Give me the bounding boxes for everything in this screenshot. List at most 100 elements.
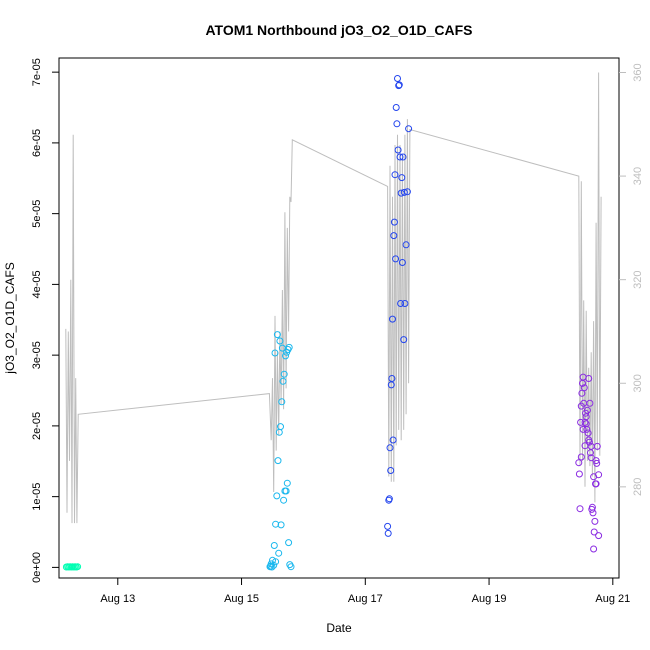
data-point-series4 xyxy=(592,480,600,488)
y-axis-right: 280 300 320 340 360 xyxy=(619,63,644,496)
data-point-series2 xyxy=(285,343,293,351)
data-point-series2 xyxy=(272,558,280,566)
data-point-series4 xyxy=(590,545,598,553)
data-point-series2 xyxy=(280,496,288,504)
x-tick-label: Aug 21 xyxy=(595,593,630,605)
data-point-series2 xyxy=(277,423,284,431)
data-point-series4 xyxy=(593,442,601,450)
data-point-series4 xyxy=(593,459,601,467)
y-right-tick-label: 280 xyxy=(632,478,644,496)
y-right-tick-label: 360 xyxy=(632,63,644,81)
y-tick-label: 7e-05 xyxy=(31,58,43,86)
data-point-series3 xyxy=(401,300,409,307)
y-tick-label: 0e+00 xyxy=(31,552,43,583)
y-tick-label: 1e-05 xyxy=(31,483,43,511)
data-point-series2 xyxy=(270,561,278,569)
plot-area-frame xyxy=(58,57,620,579)
secondary-series-line xyxy=(65,72,602,524)
data-point-series3 xyxy=(400,188,408,196)
data-point-series2 xyxy=(283,479,291,487)
data-point-series2 xyxy=(287,563,295,571)
y-tick-label: 5e-05 xyxy=(31,200,43,228)
data-point-series4 xyxy=(577,453,585,461)
data-point-series3 xyxy=(405,125,413,133)
data-point-series2 xyxy=(278,398,286,406)
data-point-series3 xyxy=(399,153,407,161)
data-point-series4 xyxy=(584,429,592,437)
grey-line-layer xyxy=(65,72,602,524)
y-axis-left: 0e+00 1e-05 2e-05 3e-05 4e-05 5e-05 6e-05 7e-05 xyxy=(31,58,59,583)
data-point-series3 xyxy=(396,153,404,161)
data-point-series4 xyxy=(589,509,597,517)
data-point-series3 xyxy=(392,104,400,111)
x-tick-label: Aug 19 xyxy=(472,593,507,605)
data-point-series3 xyxy=(389,315,396,323)
data-point-series4 xyxy=(591,517,599,525)
data-point-series3 xyxy=(394,75,401,82)
data-point-series3 xyxy=(392,255,400,263)
data-point-series2 xyxy=(282,352,289,360)
data-point-series2 xyxy=(273,331,281,339)
data-point-series4 xyxy=(578,389,586,397)
data-point-series3 xyxy=(395,82,403,90)
y-axis-label: jO3_O2_O1D_CAFS xyxy=(3,262,17,374)
data-point-series4 xyxy=(590,473,598,481)
data-point-series2 xyxy=(279,377,287,385)
data-point-series4 xyxy=(579,373,587,381)
data-point-series2 xyxy=(268,563,276,571)
data-point-series2 xyxy=(267,562,275,570)
data-point-series3 xyxy=(394,146,402,154)
y-tick-label: 6e-05 xyxy=(31,129,43,157)
data-point-series4 xyxy=(582,413,590,421)
y-tick-label: 3e-05 xyxy=(31,341,43,369)
x-tick-label: Aug 15 xyxy=(224,593,259,605)
data-point-series3 xyxy=(388,375,396,382)
data-point-series2 xyxy=(285,539,293,547)
data-point-series3 xyxy=(390,232,398,240)
data-point-series4 xyxy=(575,470,583,478)
data-point-series2 xyxy=(277,521,285,529)
y-tick-label: 2e-05 xyxy=(31,412,43,440)
x-axis: Aug 13 Aug 15 Aug 17 Aug 19 Aug 21 xyxy=(100,578,630,605)
data-point-series2 xyxy=(271,349,279,357)
data-point-series4 xyxy=(579,425,587,433)
data-point-series4 xyxy=(587,454,595,462)
y-right-tick-label: 340 xyxy=(632,167,644,185)
data-point-series4 xyxy=(590,528,598,536)
data-point-series4 xyxy=(580,384,588,392)
data-point-series3 xyxy=(403,188,411,196)
chart-title: ATOM1 Northbound jO3_O2_O1D_CAFS xyxy=(205,22,472,38)
data-point-series3 xyxy=(397,300,405,307)
data-point-series3 xyxy=(384,522,392,530)
data-point-series3 xyxy=(391,171,399,179)
data-point-series4 xyxy=(595,532,603,540)
data-point-series4 xyxy=(582,409,590,417)
data-point-series2 xyxy=(280,370,288,378)
data-point-series3 xyxy=(393,120,401,128)
data-point-series2 xyxy=(270,542,278,549)
data-point-series3 xyxy=(400,336,408,344)
data-point-series3 xyxy=(390,218,398,226)
y-right-tick-label: 300 xyxy=(632,374,644,392)
data-point-series3 xyxy=(402,241,410,249)
data-point-series4 xyxy=(587,449,594,457)
data-point-series4 xyxy=(586,399,594,407)
data-point-series4 xyxy=(577,418,585,426)
x-axis-label: Date xyxy=(326,621,352,635)
data-point-series4 xyxy=(585,436,593,444)
data-point-series2 xyxy=(275,428,283,436)
data-point-series4 xyxy=(576,505,584,513)
data-point-series3 xyxy=(395,81,403,89)
data-point-series2 xyxy=(276,337,284,345)
data-point-series2 xyxy=(278,344,286,352)
data-point-series3 xyxy=(384,529,392,537)
data-point-series2 xyxy=(274,457,282,465)
data-point-series4 xyxy=(575,459,583,467)
data-point-series4 xyxy=(583,425,591,433)
x-tick-label: Aug 17 xyxy=(348,593,383,605)
y-tick-label: 4e-05 xyxy=(31,270,43,298)
y-right-tick-label: 320 xyxy=(632,270,644,288)
data-point-series3 xyxy=(398,174,406,182)
data-point-series1 xyxy=(74,563,82,571)
